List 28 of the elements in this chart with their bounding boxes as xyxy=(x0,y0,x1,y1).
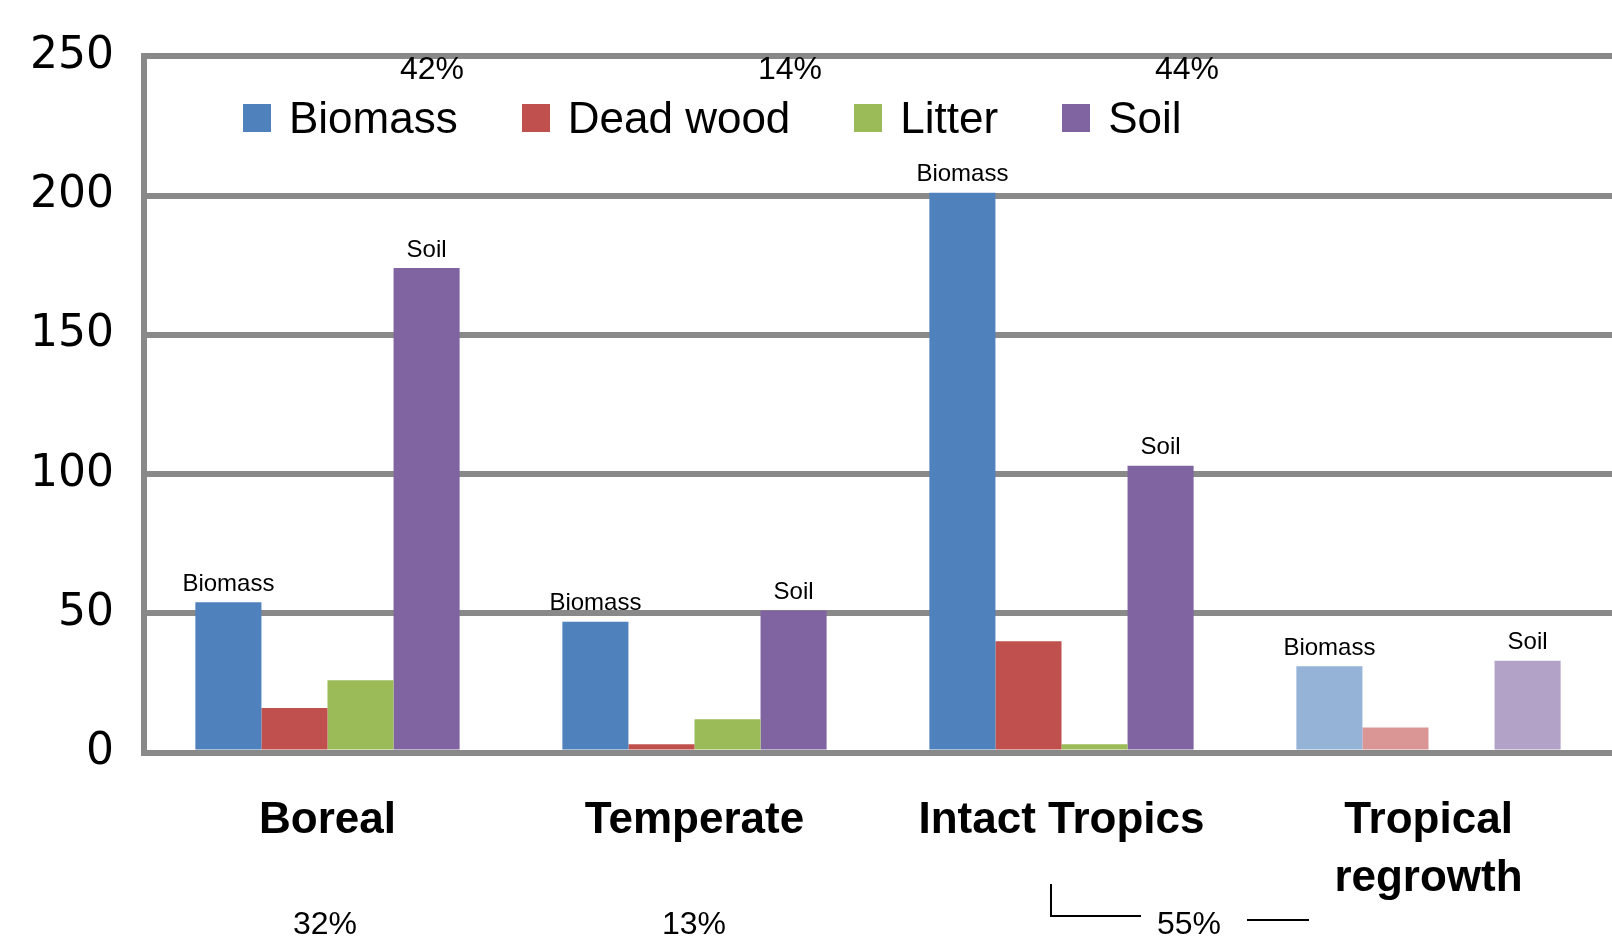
legend-label: Litter xyxy=(900,92,999,144)
text: 55% xyxy=(1156,905,1222,942)
y-tick-label: 0 xyxy=(85,723,114,775)
data-label: Soil xyxy=(1140,432,1181,460)
legend-label: Dead wood xyxy=(567,92,791,144)
text: 13% xyxy=(661,905,727,942)
annotation: 14% xyxy=(757,50,823,87)
data-label: Biomass xyxy=(182,568,275,596)
legend-label: Soil xyxy=(1108,92,1182,144)
x-tick-label: Boreal xyxy=(259,793,396,843)
data-label: Soil xyxy=(1507,627,1548,655)
annotation: 42% xyxy=(399,50,465,87)
x-tick-label: Intact Tropics xyxy=(918,793,1205,843)
y-tick-label: 50 xyxy=(57,583,114,635)
data-label: Biomass xyxy=(916,159,1009,187)
y-tick-label: 250 xyxy=(30,26,114,78)
data-label: Soil xyxy=(406,234,447,262)
y-tick-label: 100 xyxy=(30,444,114,496)
text: 32% xyxy=(292,905,358,942)
data-label: Soil xyxy=(773,577,814,605)
y-tick-label: 150 xyxy=(30,305,114,357)
annotation: 44% xyxy=(1154,50,1220,87)
y-tick-label: 200 xyxy=(30,166,114,218)
data-label: Biomass xyxy=(549,588,642,616)
legend-label: Biomass xyxy=(289,92,458,144)
x-tick-label: Tropical regrowth xyxy=(1334,793,1523,900)
x-tick-label: Temperate xyxy=(584,793,805,843)
data-label: Biomass xyxy=(1283,632,1376,660)
